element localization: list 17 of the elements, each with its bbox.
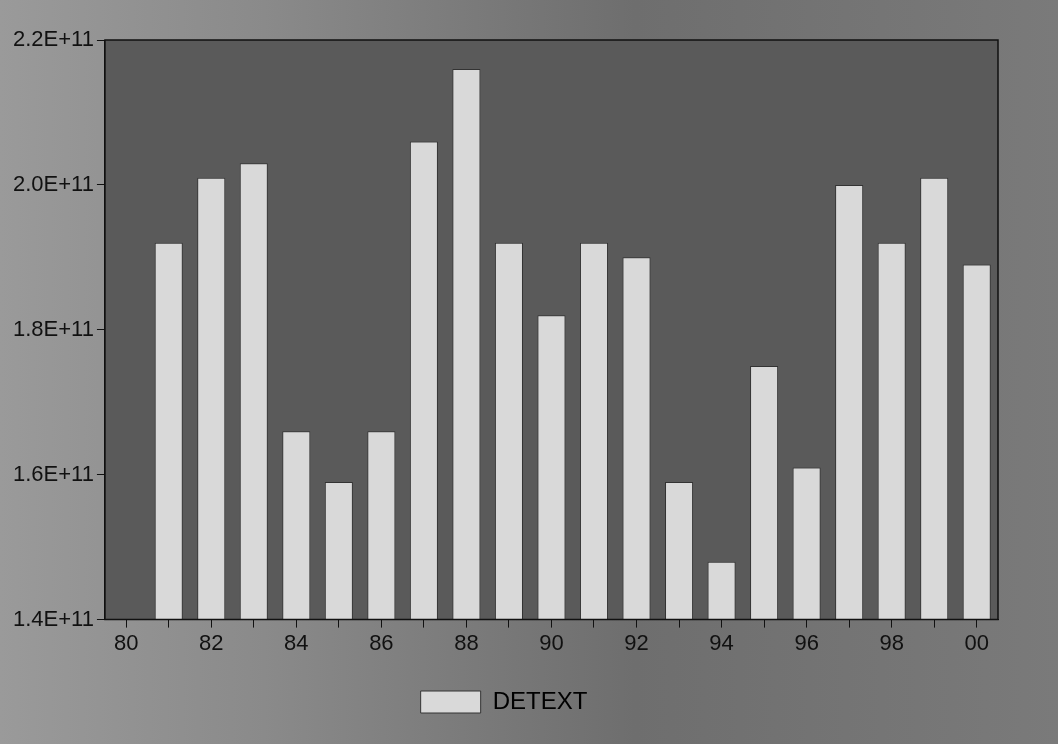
legend-label: DETEXT <box>492 686 588 714</box>
x-tick-label: 84 <box>284 629 309 655</box>
x-tick-label: 82 <box>199 629 224 655</box>
x-tick-label: 92 <box>624 629 649 655</box>
y-tick-label: 2.0E+11 <box>12 170 94 196</box>
x-tick-label: 96 <box>794 629 819 655</box>
y-tick-label: 1.8E+11 <box>12 315 94 341</box>
x-tick-label: 86 <box>369 629 394 655</box>
y-tick-label: 1.6E+11 <box>12 460 94 486</box>
x-tick-label: 98 <box>879 629 904 655</box>
x-tick-label: 80 <box>113 629 139 655</box>
x-tick-label: 90 <box>539 629 564 655</box>
y-tick-label: 2.2E+11 <box>12 26 94 52</box>
x-tick-label: 00 <box>964 629 989 655</box>
x-tick-label: 94 <box>709 629 734 655</box>
y-tick-label: 1.4E+11 <box>12 605 94 631</box>
x-tick-label: 88 <box>454 629 479 655</box>
